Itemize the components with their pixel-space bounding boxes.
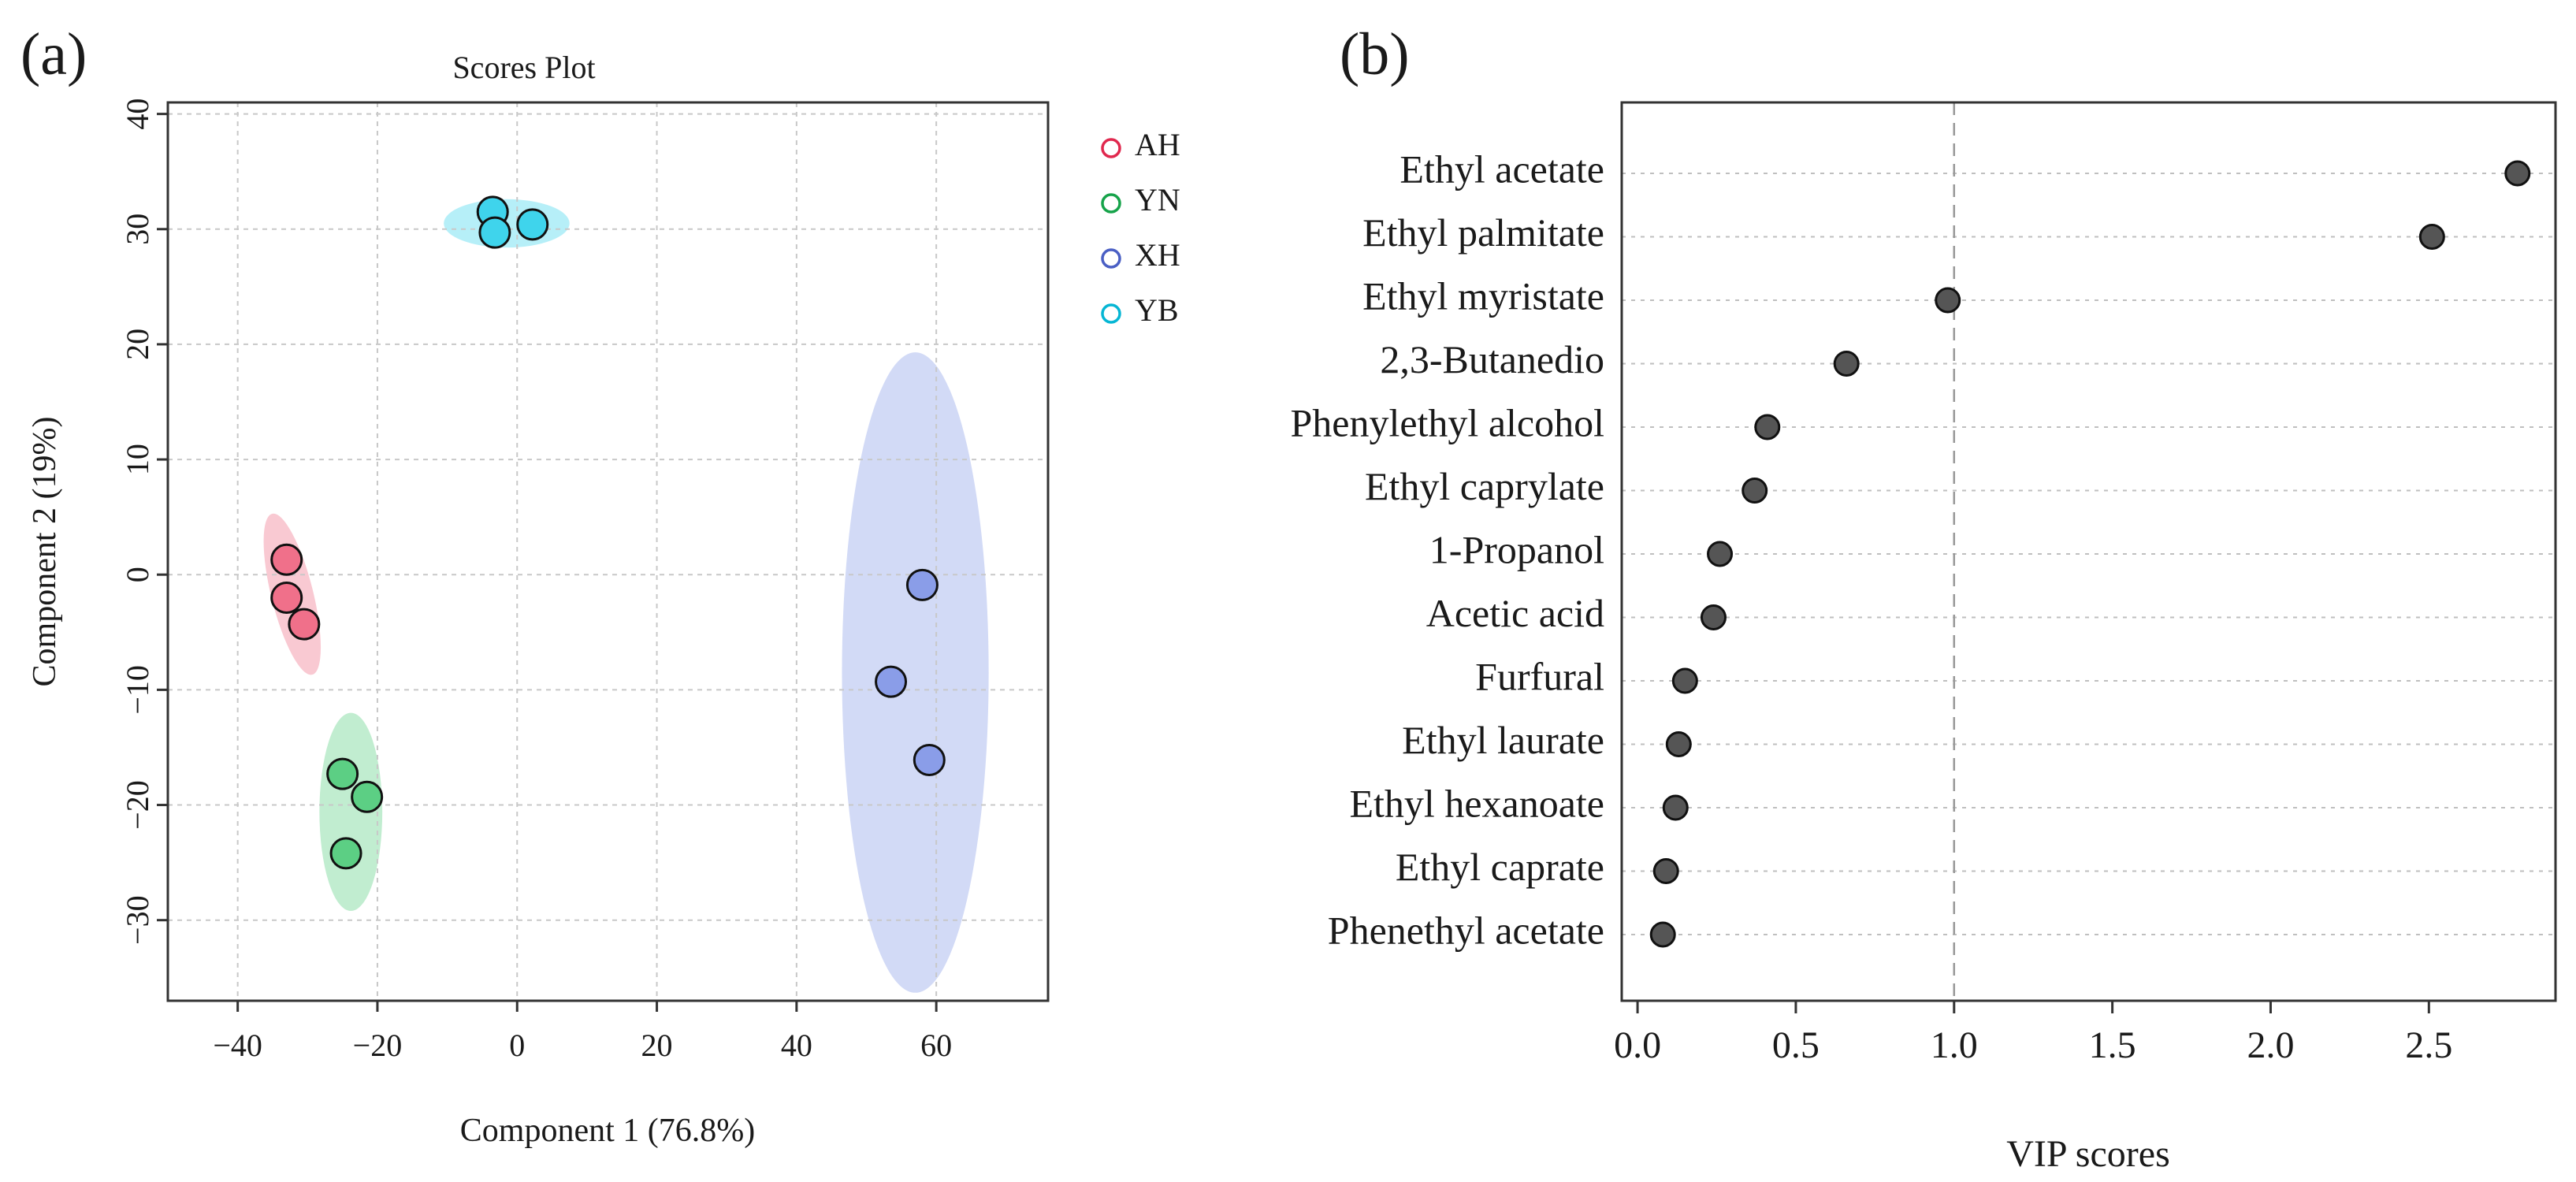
vip-plot: Ethyl acetate Ethyl palmitate Ethyl myrist… xyxy=(1290,101,2557,1175)
point-yn xyxy=(351,780,384,813)
vip-x-tick-label: 2.5 xyxy=(2405,1024,2452,1066)
legend-marker-yn xyxy=(1101,193,1121,214)
vip-category-label: Ethyl palmitate xyxy=(1362,210,1604,255)
vip-point xyxy=(1754,414,1781,440)
vip-point xyxy=(1665,731,1692,757)
x-tick-label: 60 xyxy=(920,1028,952,1063)
vip-x-axis-label: VIP scores xyxy=(2006,1133,2170,1175)
x-tick-label: 20 xyxy=(641,1028,673,1063)
y-tick-label: 10 xyxy=(120,444,155,475)
vip-category-label: Ethyl caprylate xyxy=(1365,464,1604,508)
vip-point xyxy=(1662,794,1689,821)
legend-label-yb: YB xyxy=(1135,292,1179,328)
vip-point xyxy=(1833,351,1860,377)
vip-category-label: Ethyl myristate xyxy=(1362,273,1604,318)
vip-category-label: Ethyl laurate xyxy=(1402,718,1604,762)
scores-points xyxy=(270,195,946,870)
vip-x-tick-label: 1.5 xyxy=(2089,1024,2136,1066)
vip-x-tick-label: 0.5 xyxy=(1772,1024,1820,1066)
x-tick-label: −40 xyxy=(213,1028,262,1063)
x-tick-label: −20 xyxy=(353,1028,403,1063)
scores-x-ticks: −40 −20 0 20 40 60 xyxy=(213,1001,952,1063)
scores-x-axis-label: Component 1 (76.8%) xyxy=(460,1113,755,1149)
vip-grid xyxy=(1622,173,2556,935)
vip-point xyxy=(1671,667,1698,694)
y-tick-label: 0 xyxy=(120,567,155,582)
scores-plot-title: Scores Plot xyxy=(452,50,595,85)
scores-plot-area xyxy=(166,101,1050,1002)
y-tick-label: 20 xyxy=(120,329,155,360)
legend-marker-yb xyxy=(1101,303,1121,324)
legend-label-yn: YN xyxy=(1135,182,1180,217)
vip-point xyxy=(1935,287,1961,314)
vip-category-label: Phenylethyl alcohol xyxy=(1290,400,1604,444)
vip-point xyxy=(2418,224,2445,250)
y-tick-label: 30 xyxy=(120,214,155,245)
vip-category-label: Ethyl caprate xyxy=(1396,845,1604,889)
legend-label-xh: XH xyxy=(1135,237,1180,273)
vip-point xyxy=(1649,921,1676,948)
scores-y-ticks: −30 −20 −10 0 10 20 30 40 xyxy=(120,98,168,945)
point-xh xyxy=(913,744,946,777)
scores-plot: Scores Plot −40 −20 0 20 40 60 −30 −20 −10 0 10 20… xyxy=(27,50,1180,1149)
vip-category-label: Ethyl acetate xyxy=(1400,147,1604,191)
vip-category-labels: Ethyl acetate Ethyl palmitate Ethyl myrist… xyxy=(1290,147,1604,952)
panel-a-label: (a) xyxy=(20,21,87,87)
ellipse-xh xyxy=(842,352,989,993)
legend-marker-ah xyxy=(1101,138,1121,158)
y-tick-label: −30 xyxy=(120,895,155,945)
legend-marker-xh xyxy=(1101,248,1121,269)
vip-points xyxy=(1649,160,2531,948)
legend-label-ah: AH xyxy=(1135,127,1180,162)
x-tick-label: 40 xyxy=(781,1028,812,1063)
point-ah xyxy=(288,608,321,641)
vip-point xyxy=(1652,858,1679,884)
vip-plot-area xyxy=(1620,101,2557,1002)
vip-category-label: 2,3-Butanedio xyxy=(1380,337,1604,381)
scores-legend: AH YN XH YB xyxy=(1101,127,1180,328)
y-tick-label: −20 xyxy=(120,780,155,830)
vip-x-tick-label: 2.0 xyxy=(2247,1024,2294,1066)
x-tick-label: 0 xyxy=(509,1028,525,1063)
point-ah xyxy=(270,581,303,614)
vip-category-label: Acetic acid xyxy=(1426,591,1604,635)
point-yb xyxy=(516,208,549,241)
vip-point xyxy=(1700,604,1727,630)
y-tick-label: 40 xyxy=(120,98,155,130)
vip-x-tick-label: 1.0 xyxy=(1931,1024,1978,1066)
vip-category-label: Ethyl hexanoate xyxy=(1350,781,1605,825)
scores-y-axis-label: Component 2 (19%) xyxy=(27,417,63,687)
point-yb xyxy=(478,216,511,249)
vip-point xyxy=(1741,478,1768,504)
point-xh xyxy=(875,665,908,698)
point-ah xyxy=(270,543,303,576)
panel-b-label: (b) xyxy=(1340,21,1410,87)
scores-ellipses xyxy=(263,199,989,993)
y-tick-label: −10 xyxy=(120,665,155,715)
point-yn xyxy=(326,757,359,790)
vip-x-tick-label: 0.0 xyxy=(1614,1024,1661,1066)
vip-category-label: Furfural xyxy=(1475,654,1604,698)
point-yn xyxy=(329,837,362,870)
vip-point xyxy=(2504,160,2531,187)
vip-category-label: Phenethyl acetate xyxy=(1328,908,1604,952)
point-xh xyxy=(905,568,939,601)
scores-grid xyxy=(168,102,1048,1001)
vip-x-ticks: 0.0 0.5 1.0 1.5 2.0 2.5 xyxy=(1614,1001,2452,1066)
vip-point xyxy=(1707,541,1734,567)
vip-category-label: 1-Propanol xyxy=(1429,527,1604,571)
